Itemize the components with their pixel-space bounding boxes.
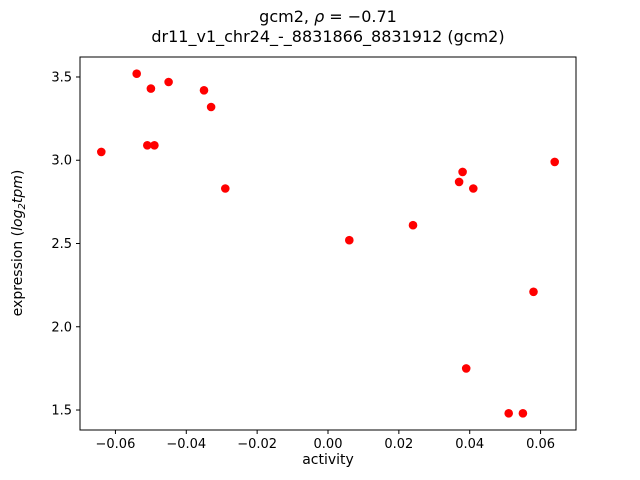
data-point: [408, 220, 418, 230]
data-point: [199, 86, 209, 95]
data-point: [345, 235, 354, 245]
x-tick-label: −0.06: [96, 437, 136, 452]
data-point: [97, 147, 106, 157]
y-tick-label: 2.0: [51, 320, 72, 335]
data-point: [150, 141, 159, 150]
x-tick-label: 0.02: [384, 437, 413, 452]
data-point: [164, 77, 173, 87]
x-tick-label: 0.04: [455, 437, 484, 452]
chart-title-suffix: = −0.71: [324, 7, 397, 26]
x-axis-label: activity: [302, 452, 354, 468]
data-point: [206, 102, 216, 112]
data-point: [132, 69, 141, 78]
y-axis-label-tpm: tpm: [10, 175, 26, 203]
data-point: [529, 287, 538, 297]
data-point: [461, 364, 471, 373]
chart-subtitle: dr11_v1_chr24_-_8831866_8831912 (gcm2): [151, 27, 504, 47]
y-tick-label: 3.0: [51, 154, 72, 169]
x-tick-label: −0.02: [237, 437, 277, 452]
y-axis-label-subscript-2: 2: [17, 203, 28, 209]
x-tick-label: 0.00: [314, 437, 343, 452]
chart-title-prefix: gcm2,: [259, 7, 314, 26]
data-point: [143, 141, 152, 150]
y-axis-label-prefix: expression (: [10, 231, 26, 316]
y-tick-label: 3.5: [51, 70, 72, 85]
x-axis-ticks: −0.06 −0.04 −0.02 0.00 0.02 0.04 0.06: [96, 430, 555, 452]
data-point: [469, 184, 478, 193]
y-tick-label: 1.5: [51, 404, 72, 419]
data-point: [146, 84, 156, 93]
y-axis-label: expression (log2tpm): [10, 170, 28, 317]
y-axis-label-suffix: ): [10, 170, 26, 175]
data-point: [454, 177, 464, 187]
x-tick-label: 0.06: [526, 437, 555, 452]
scatter-points: [97, 69, 559, 418]
y-axis-label-log: log: [10, 209, 26, 230]
y-tick-label: 2.5: [51, 237, 72, 252]
x-tick-label: −0.04: [166, 437, 206, 452]
data-point: [458, 167, 467, 177]
rho-symbol: ρ: [314, 7, 324, 26]
data-point: [550, 157, 559, 167]
y-axis-ticks: 1.5 2.0 2.5 3.0 3.5: [51, 70, 80, 419]
chart-title: gcm2, ρ = −0.71: [259, 7, 397, 26]
data-point: [518, 409, 528, 418]
data-point: [221, 184, 230, 193]
data-point: [504, 409, 513, 418]
plot-border: [79, 56, 577, 431]
